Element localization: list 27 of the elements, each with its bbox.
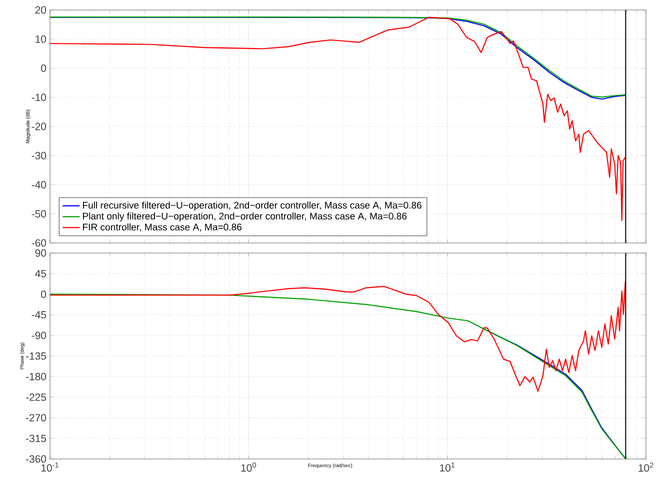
x-tick-label: 10$^{-1}$ [41, 462, 58, 472]
x-tick-label: 10$^{2}$ [638, 462, 654, 472]
y-tick-label: -135 [26, 352, 46, 360]
y-tick-label: -60 [32, 239, 46, 247]
y-tick-label: -90 [32, 332, 46, 340]
y-tick-label: -180 [26, 372, 46, 380]
y-tick-label: 90 [35, 249, 46, 257]
y-tick-label: 0 [41, 64, 46, 72]
y-tick-label: -315 [26, 434, 46, 442]
y-tick-label: 10 [36, 35, 46, 43]
y-tick-label: -270 [26, 414, 46, 422]
legend-label: Plant only filtered−U−operation, 2nd−order controller, Mass case A, Ma=0.86 [83, 212, 407, 222]
y-tick-label: 45 [35, 270, 46, 278]
y-tick-label: -10 [32, 94, 46, 102]
y-tick-label: -40 [32, 181, 46, 188]
x-tick-label: 10$^{1}$ [440, 462, 455, 472]
y-tick-label: -30 [32, 152, 46, 160]
x-tick-label: 10$^{0}$ [241, 462, 256, 472]
y-tick-label: 20 [35, 6, 46, 14]
legend-label: Full recursive filtered−U−operation, 2nd−order controller, Mass case A, Ma=0.86 [83, 202, 422, 210]
y-tick-label: 0 [41, 290, 46, 298]
y-tick-label: -45 [32, 311, 46, 318]
y-tick-label: -20 [32, 122, 46, 130]
y-tick-label: -225 [26, 394, 46, 401]
y-tick-label: -360 [26, 455, 46, 463]
y-tick-label: -50 [32, 210, 46, 218]
legend-label: FIR controller, Mass case A, Ma=0.86 [83, 223, 242, 232]
